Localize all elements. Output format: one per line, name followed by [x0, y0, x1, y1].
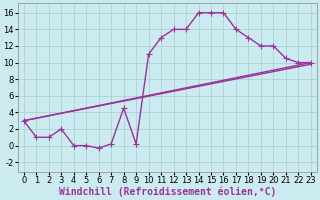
X-axis label: Windchill (Refroidissement éolien,°C): Windchill (Refroidissement éolien,°C) — [59, 187, 276, 197]
